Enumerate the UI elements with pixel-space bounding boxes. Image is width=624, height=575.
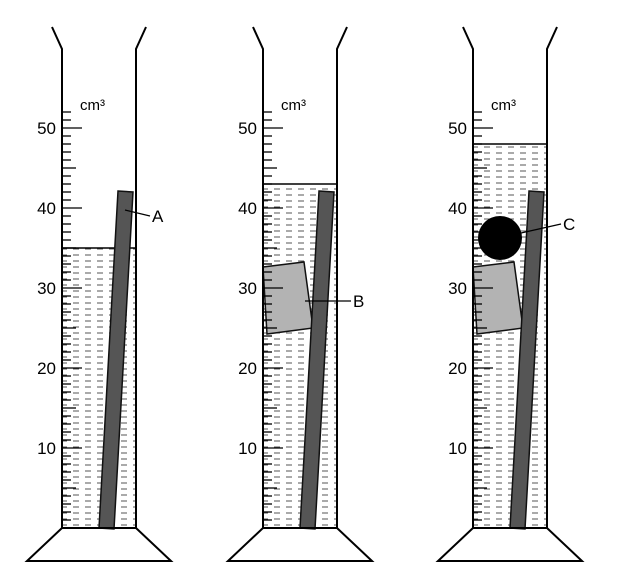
scale-label: 30 <box>238 279 257 298</box>
cylinder-base <box>435 527 585 562</box>
leader-line <box>520 223 562 234</box>
cylinder-base <box>24 527 174 562</box>
scale-label: 50 <box>238 119 257 138</box>
scale-label: 40 <box>448 199 467 218</box>
block <box>262 261 314 335</box>
label-C: C <box>563 215 575 234</box>
leader-line <box>124 209 151 217</box>
cylinder-base <box>225 527 375 562</box>
scale-label: 40 <box>37 199 56 218</box>
scale-label: 10 <box>238 439 257 458</box>
label-A: A <box>152 207 164 226</box>
scale-label: 50 <box>37 119 56 138</box>
scale-label: 20 <box>448 359 467 378</box>
unit-label: cm³ <box>80 97 105 114</box>
ball <box>478 216 522 260</box>
scale-label: 20 <box>37 359 56 378</box>
cylinder-1: 10 20 30 40 50 cm³ A <box>24 26 174 562</box>
label-B: B <box>353 292 364 311</box>
scale-label: 10 <box>37 439 56 458</box>
scale-label: 40 <box>238 199 257 218</box>
cylinder-3: 10 20 30 40 50 cm³ C <box>435 26 585 562</box>
unit-label: cm³ <box>281 97 306 114</box>
scale-label: 20 <box>238 359 257 378</box>
block <box>472 261 524 335</box>
scale-label: 30 <box>448 279 467 298</box>
scale-label: 30 <box>37 279 56 298</box>
unit-label: cm³ <box>491 97 516 114</box>
cylinder-2: 10 20 30 40 50 cm³ B <box>225 26 375 562</box>
scale-label: 10 <box>448 439 467 458</box>
scale-label: 50 <box>448 119 467 138</box>
